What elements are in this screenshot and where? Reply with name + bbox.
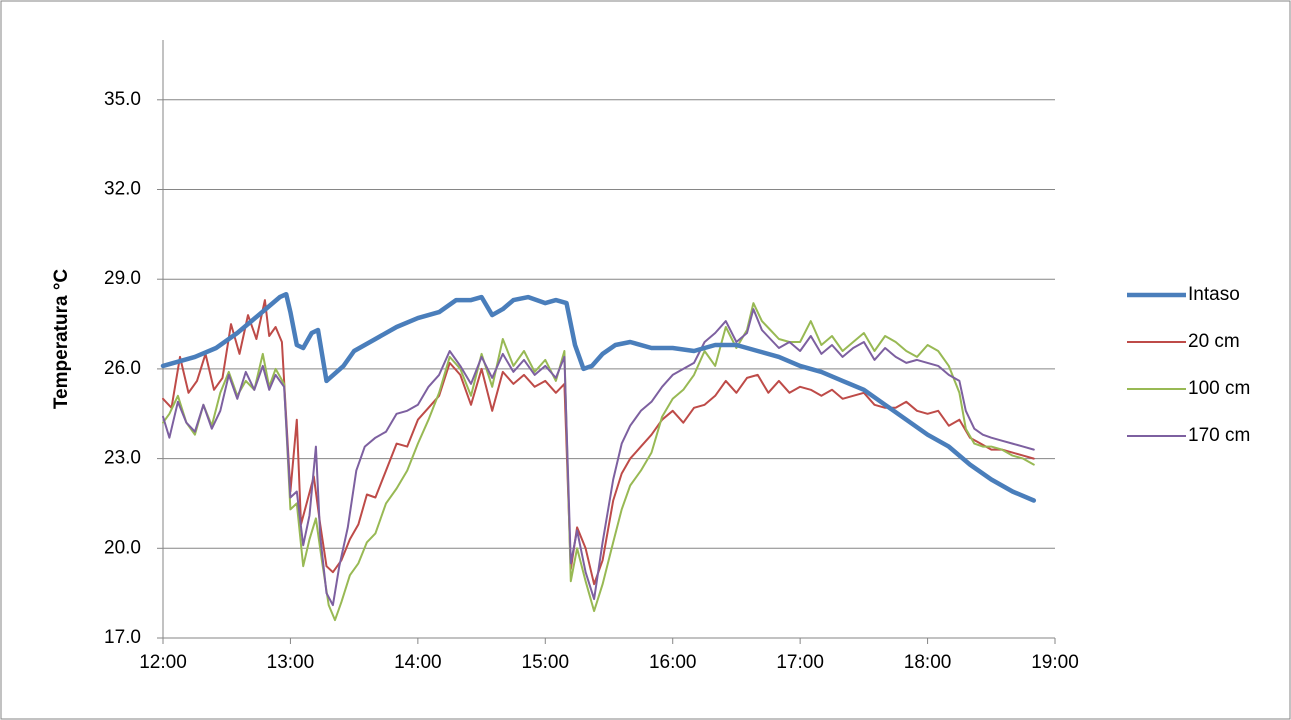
series-line-170-cm (162, 308, 1035, 607)
legend-label-170-cm: 170 cm (1188, 425, 1250, 446)
x-tick-label: 17:00 (776, 652, 824, 673)
x-tick-label: 16:00 (649, 652, 697, 673)
y-tick-label: 32.0 (104, 179, 141, 200)
y-tick-label: 35.0 (104, 89, 141, 110)
y-tick-label: 20.0 (104, 537, 141, 558)
series-lines (160, 291, 1037, 622)
x-tick-label: 12:00 (139, 652, 187, 673)
x-tick-label: 13:00 (267, 652, 315, 673)
y-tick-label: 29.0 (104, 268, 141, 289)
y-axis-title: Temperatura °C (51, 269, 72, 410)
x-tick-label: 19:00 (1031, 652, 1079, 673)
y-gridlines (163, 99, 1055, 549)
y-tick-labels: 17.0 20.0 23.0 26.0 29.0 32.0 35.0 (104, 89, 163, 648)
series-line-intaso (160, 291, 1037, 503)
y-tick-label: 26.0 (104, 358, 141, 379)
x-tick-label: 15:00 (522, 652, 570, 673)
legend-label-20-cm: 20 cm (1188, 331, 1240, 352)
x-tick-labels: 12:00 13:00 14:00 15:00 16:00 17:00 18:00 19:00 (139, 638, 1079, 673)
x-tick-label: 18:00 (904, 652, 952, 673)
y-tick-label: 17.0 (104, 627, 141, 648)
legend-label-intaso: Intaso (1188, 284, 1240, 305)
legend-label-100-cm: 100 cm (1188, 378, 1250, 399)
x-tick-label: 14:00 (394, 652, 442, 673)
legend: Intaso 20 cm 100 cm 170 cm (1127, 284, 1250, 446)
y-tick-label: 23.0 (104, 448, 141, 469)
